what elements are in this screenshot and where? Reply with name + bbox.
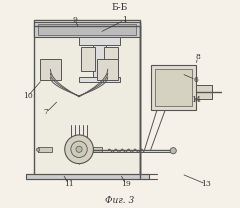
Bar	[97, 59, 118, 80]
Bar	[93, 45, 106, 78]
Bar	[93, 147, 102, 152]
Bar	[34, 22, 140, 37]
Text: 14: 14	[191, 96, 201, 104]
Bar	[151, 65, 196, 110]
Circle shape	[71, 141, 87, 157]
Text: 7: 7	[44, 108, 49, 116]
Bar	[40, 59, 61, 80]
Bar	[196, 85, 212, 99]
Bar	[79, 77, 120, 82]
Circle shape	[65, 135, 93, 164]
Bar	[26, 174, 149, 179]
Bar	[34, 20, 140, 178]
Text: 19: 19	[121, 180, 131, 188]
Circle shape	[36, 148, 40, 151]
Circle shape	[76, 146, 82, 152]
Text: 8: 8	[195, 53, 200, 61]
Text: 1: 1	[122, 16, 126, 24]
Bar	[155, 69, 192, 106]
Text: Фиг. 3: Фиг. 3	[105, 196, 135, 205]
Text: 11: 11	[64, 180, 74, 188]
Text: Б-Б: Б-Б	[112, 2, 128, 11]
Bar	[38, 24, 136, 35]
Bar	[79, 37, 120, 45]
Text: 6: 6	[193, 76, 198, 84]
Bar	[81, 47, 96, 72]
Bar	[38, 147, 53, 152]
Circle shape	[170, 148, 176, 154]
Bar	[104, 47, 118, 72]
Text: 10: 10	[23, 92, 33, 100]
Text: 9: 9	[72, 16, 77, 24]
Text: 13: 13	[201, 180, 211, 188]
